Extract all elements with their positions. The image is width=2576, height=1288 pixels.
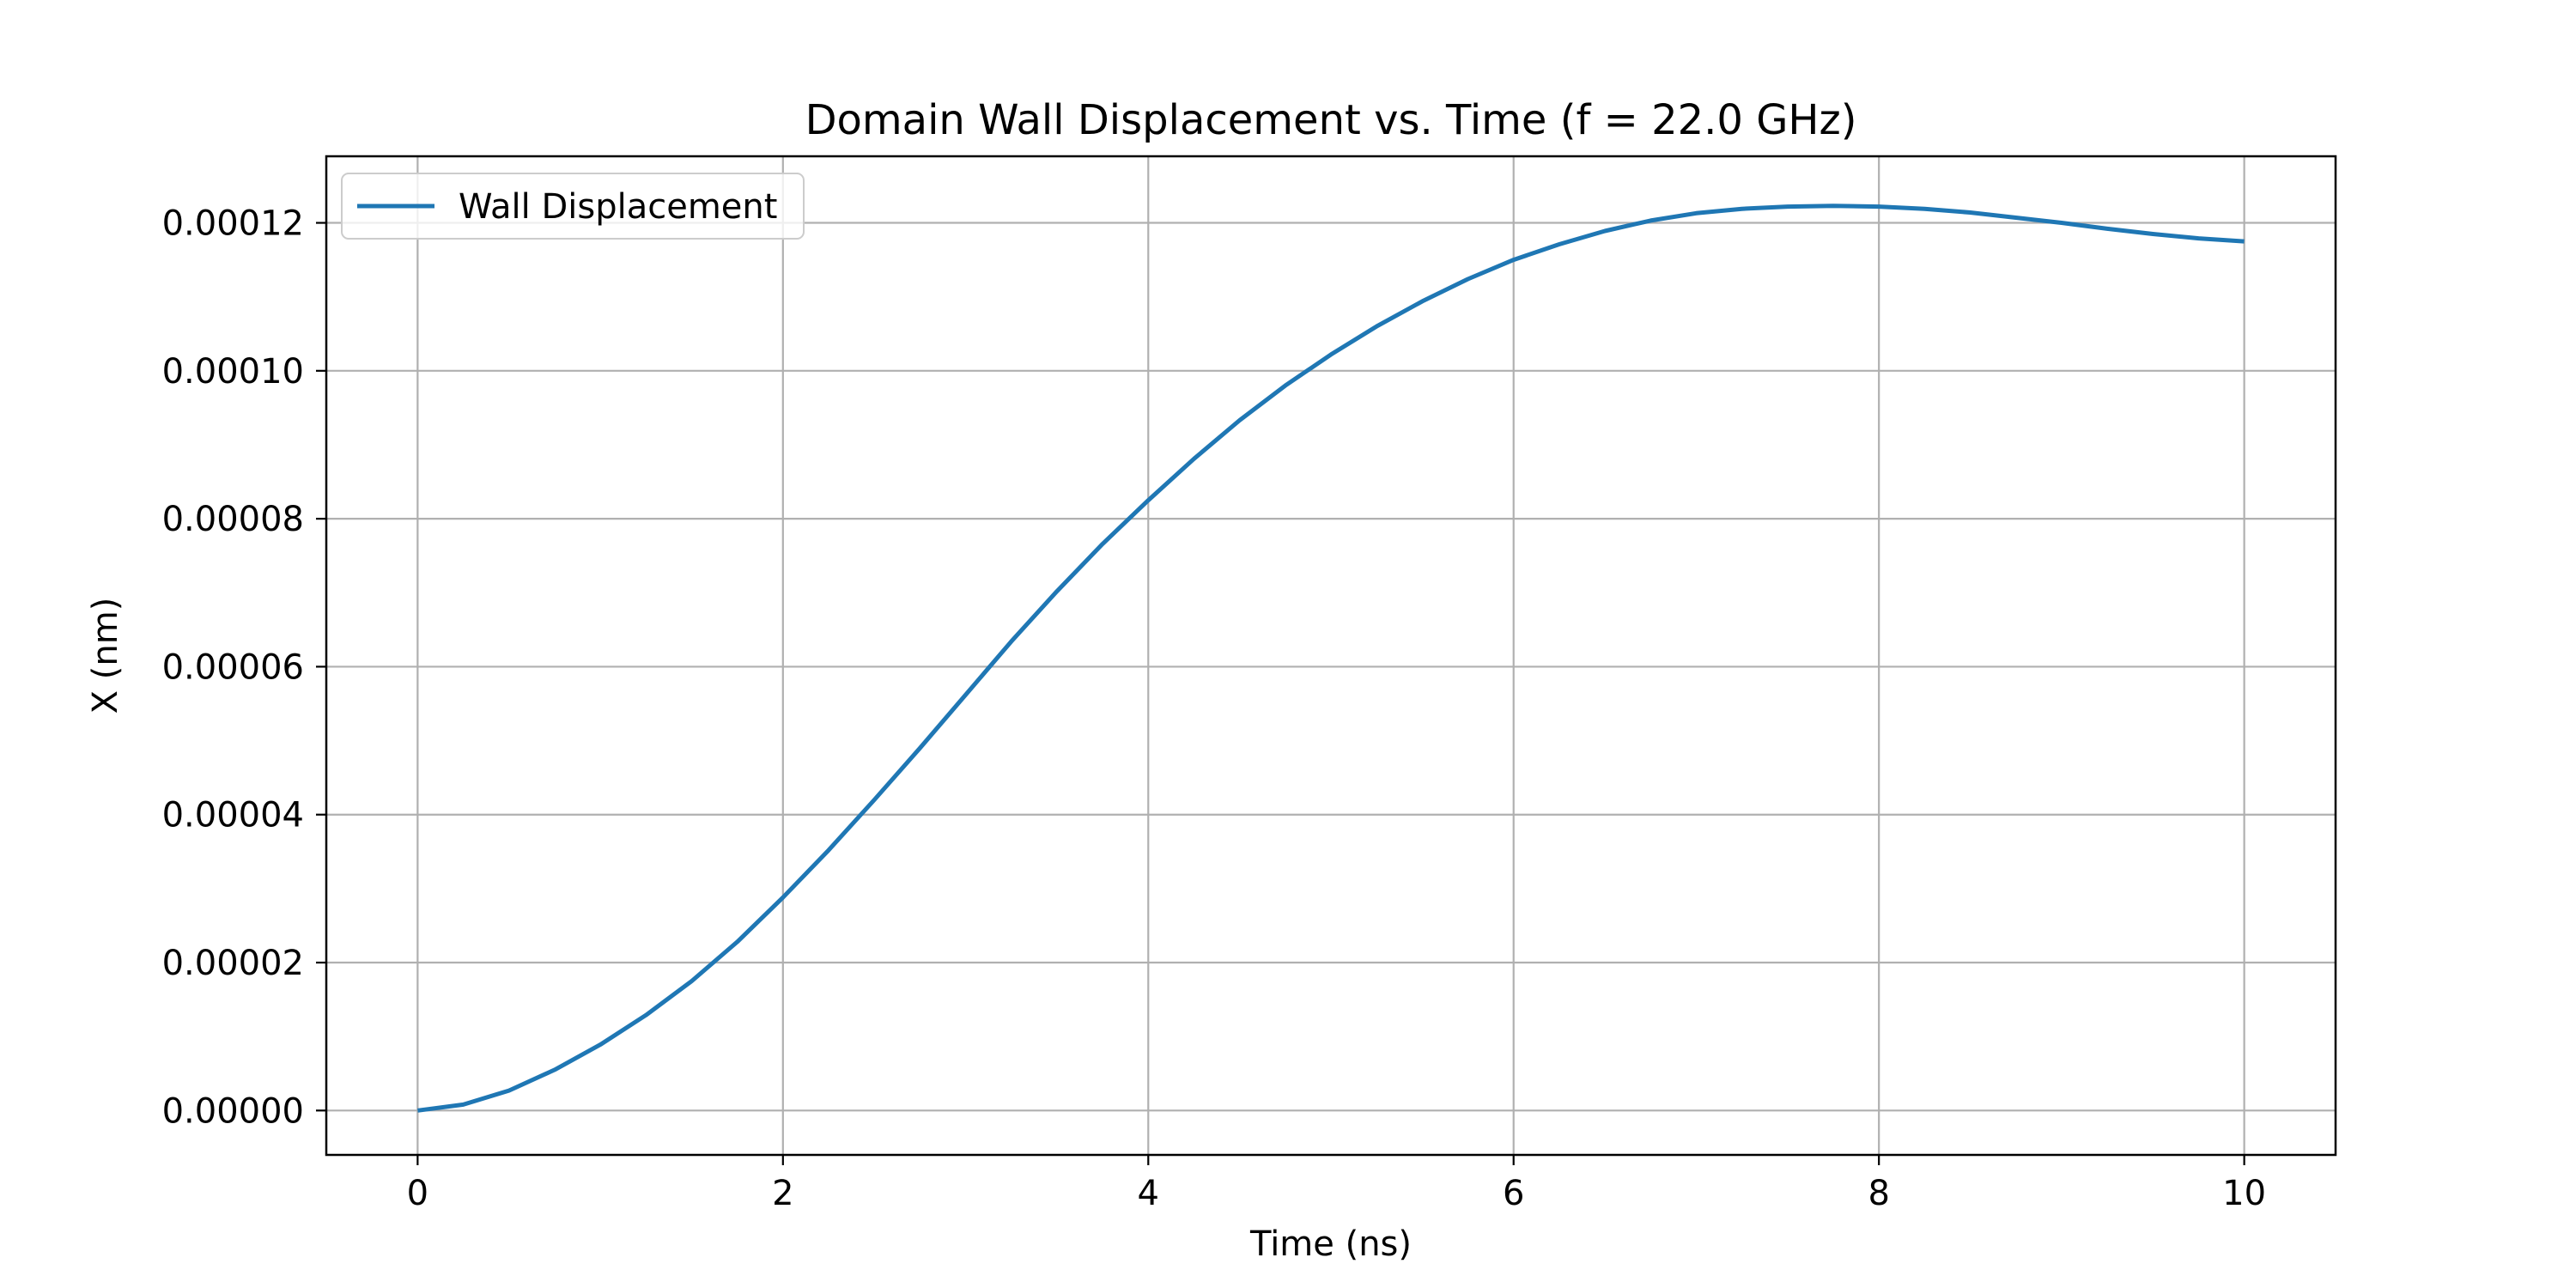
legend: Wall Displacement [341, 173, 805, 240]
y-tick-label: 0.00012 [162, 204, 304, 244]
plot-frame [325, 155, 2337, 1157]
grid-lines [326, 156, 2336, 1155]
x-axis-label: Time (ns) [1249, 1224, 1412, 1264]
y-tick-label: 0.00004 [162, 796, 304, 835]
y-tick-label: 0.00008 [162, 500, 304, 539]
y-axis-label: X (nm) [86, 598, 125, 714]
x-tick-label: 0 [407, 1174, 428, 1213]
legend-label: Wall Displacement [459, 187, 777, 227]
chart-title: Domain Wall Displacement vs. Time (f = 2… [805, 96, 1857, 144]
x-tick-label: 6 [1503, 1174, 1524, 1213]
y-tick-label: 0.00006 [162, 647, 304, 687]
x-tick-label: 4 [1138, 1174, 1159, 1213]
y-tick-label: 0.00000 [162, 1091, 304, 1131]
series-line [417, 204, 2245, 1113]
y-tick-label: 0.00002 [162, 944, 304, 983]
x-tick-label: 10 [2222, 1174, 2266, 1213]
legend-box [341, 173, 805, 240]
x-tick-label: 2 [772, 1174, 793, 1213]
x-tick-label: 8 [1868, 1174, 1889, 1213]
y-tick-label: 0.00010 [162, 352, 304, 392]
series-layer [417, 204, 2245, 1113]
tick-layer: 0 2 4 6 8 10 0.00000 0.00002 0.00004 0.00006 0.000… [162, 204, 2267, 1213]
